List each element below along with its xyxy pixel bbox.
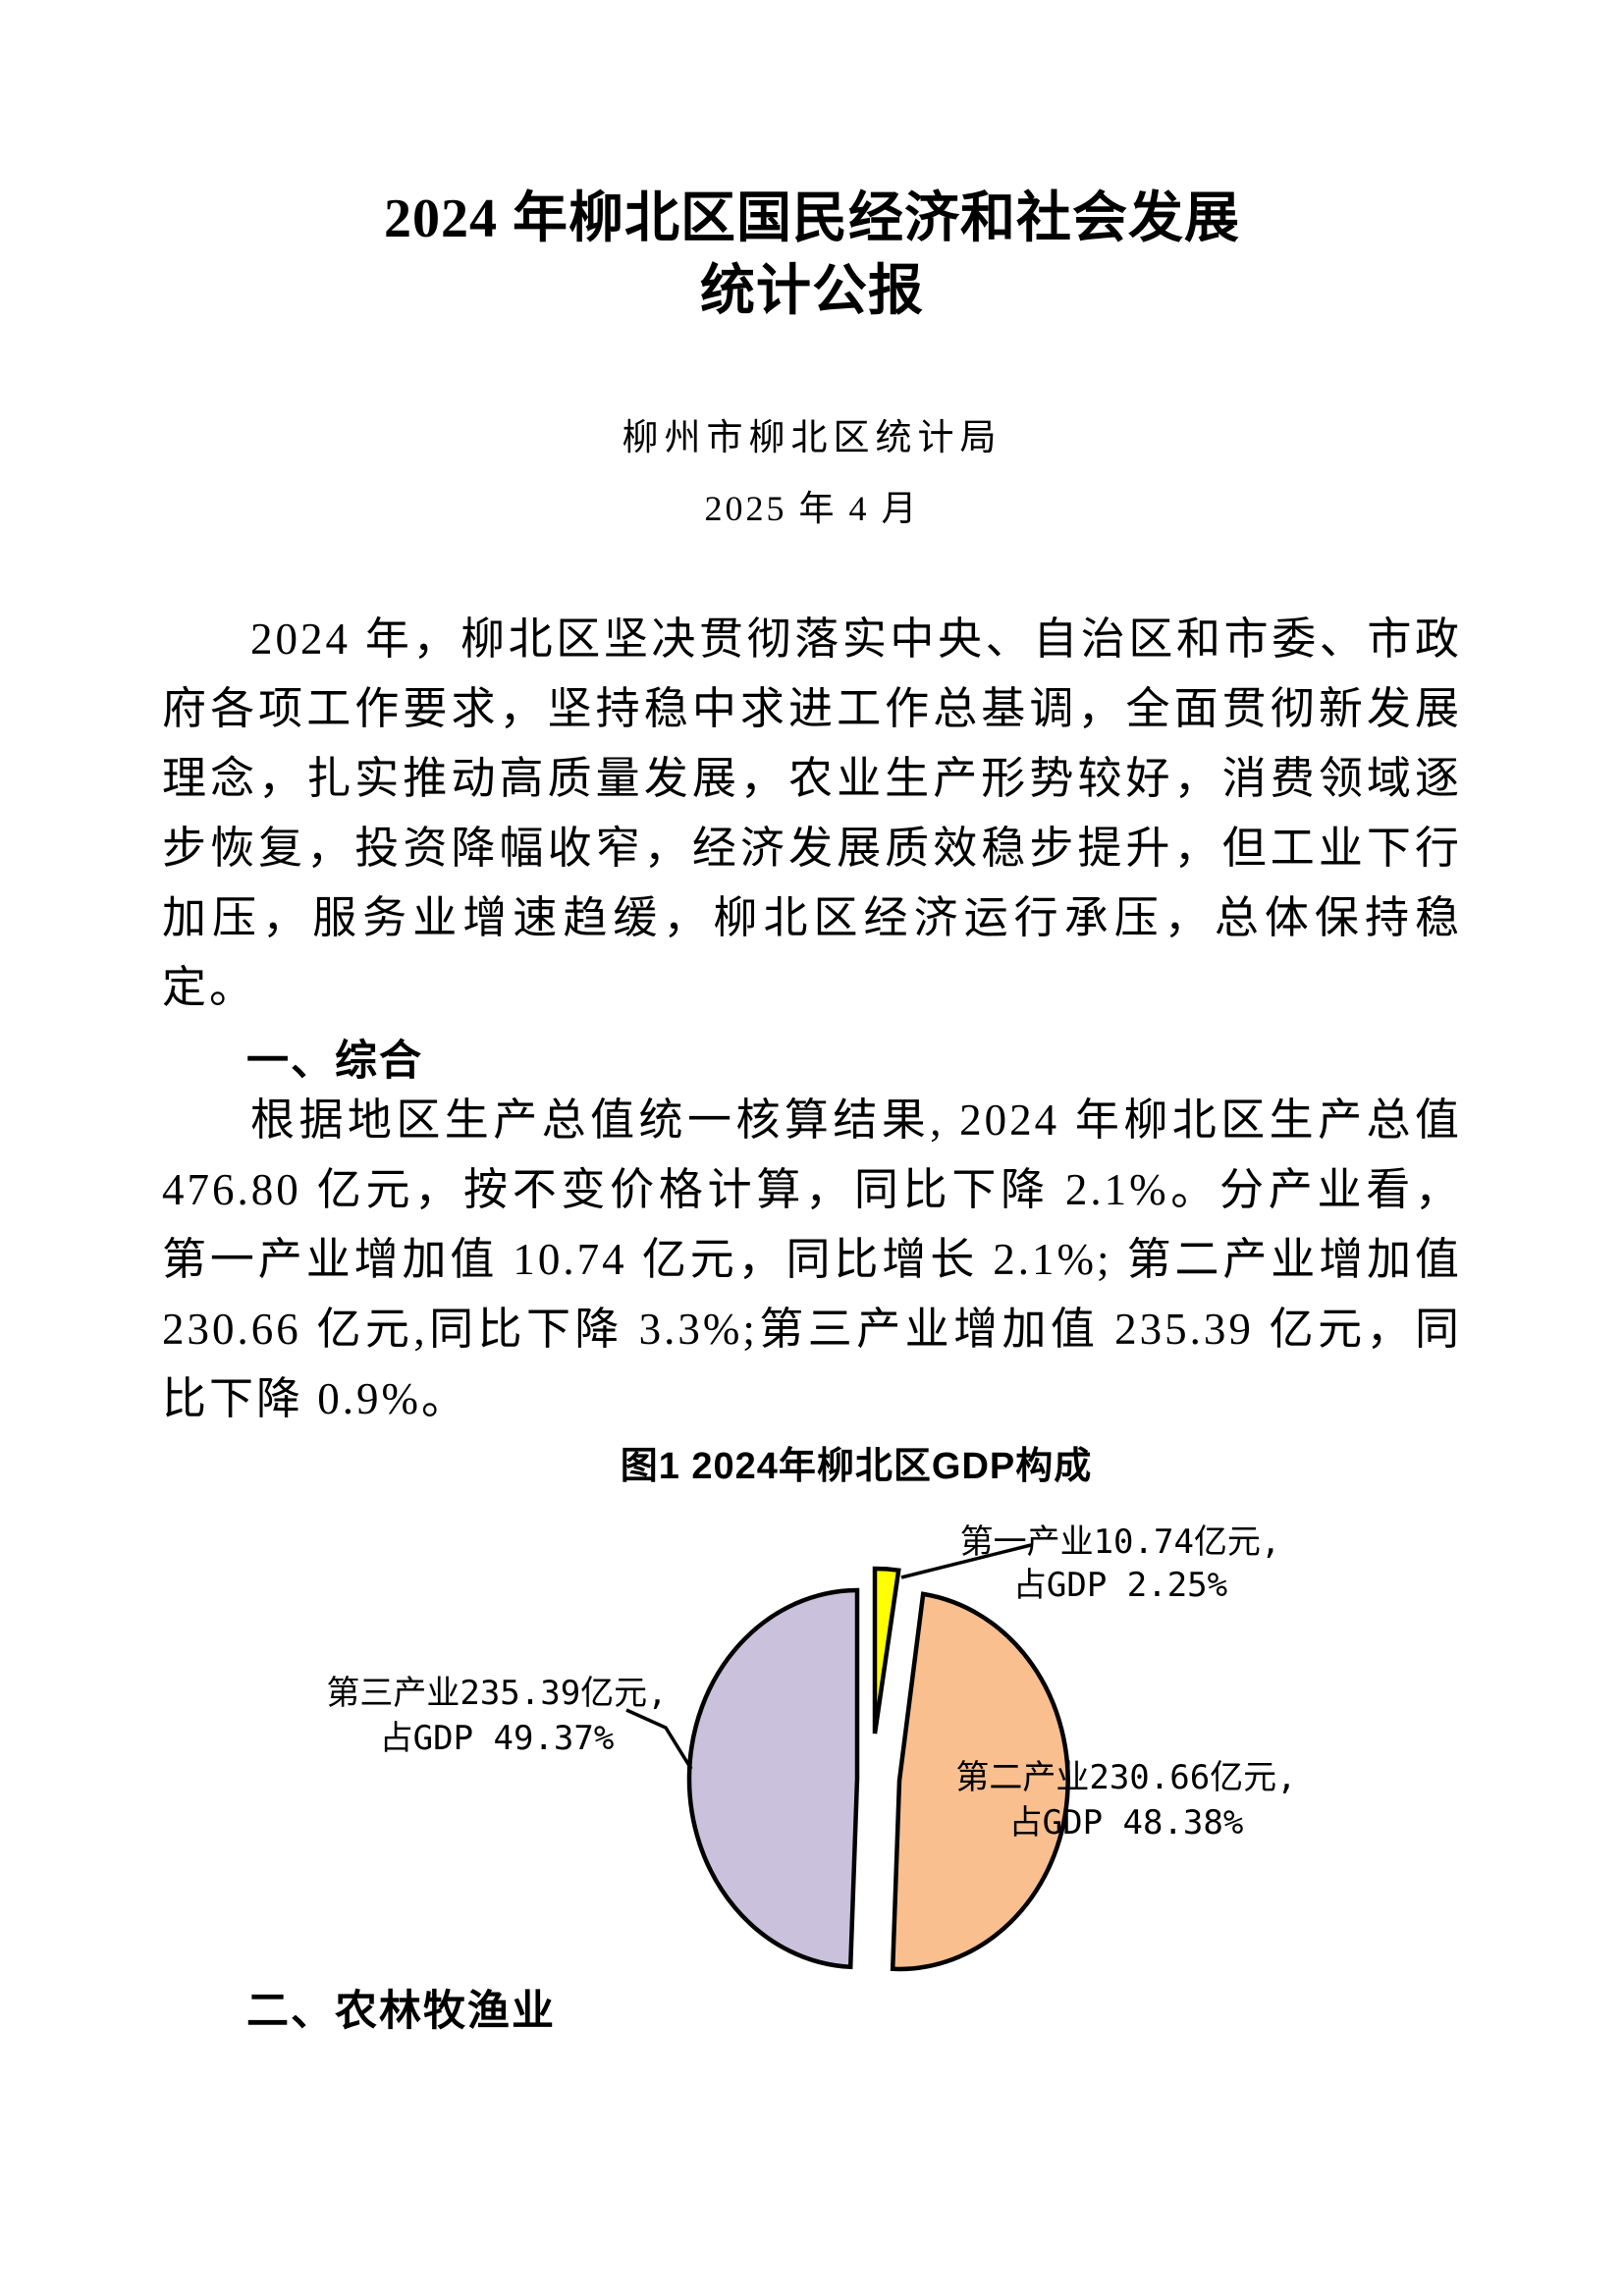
label-tertiary-industry-line1: 第三产业235.39亿元, [326, 1674, 667, 1713]
label-tertiary-industry-line2: 占GDP 49.37% [380, 1719, 615, 1758]
label-primary-industry: 第一产业10.74亿元, 占GDP 2.25% [960, 1522, 1281, 1605]
section-heading-1: 一、综合 [246, 1038, 423, 1085]
label-primary-industry-line2: 占GDP 2.25% [1013, 1566, 1227, 1605]
pie-slice-1 [872, 1566, 901, 1735]
label-tertiary-industry: 第三产业235.39亿元, 占GDP 49.37% [326, 1674, 667, 1758]
document-title-line2: 统计公报 [700, 261, 924, 322]
leader-line-3 [625, 1708, 693, 1770]
label-secondary-industry-line1: 第二产业230.66亿元, [955, 1758, 1296, 1797]
leader-line-1 [900, 1543, 1032, 1579]
document-title: 2024 年柳北区国民经济和社会发展 统计公报 [162, 183, 1462, 328]
label-primary-industry-line1: 第一产业10.74亿元, [960, 1522, 1281, 1562]
chart-title: 图1 2024年柳北区GDP构成 [620, 1446, 1093, 1487]
leader-lines [625, 1543, 1032, 1770]
document-title-line1: 2024 年柳北区国民经济和社会发展 [384, 188, 1240, 249]
intro-paragraph: 2024 年，柳北区坚决贯彻落实中央、自治区和市委、市政府各项工作要求，坚持稳中… [162, 614, 1462, 1012]
label-secondary-industry-line2: 占GDP 48.38% [1009, 1803, 1244, 1842]
pie-slices [686, 1566, 1070, 1972]
publication-date: 2025 年 4 月 [704, 489, 920, 528]
gdp-pie-chart: 第一产业10.74亿元, 占GDP 2.25% 第二产业230.66亿元, 占G… [326, 1522, 1297, 1972]
pie-slice-2 [890, 1591, 1070, 1972]
section-heading-2: 二、农林牧渔业 [246, 1988, 556, 2035]
section1-paragraph: 根据地区生产总值统一核算结果, 2024 年柳北区生产总值 476.80 亿元，… [162, 1095, 1462, 1423]
pie-slice-3 [686, 1587, 860, 1970]
issuing-agency: 柳州市柳北区统计局 [622, 418, 1002, 458]
label-secondary-industry: 第二产业230.66亿元, 占GDP 48.38% [955, 1758, 1296, 1842]
